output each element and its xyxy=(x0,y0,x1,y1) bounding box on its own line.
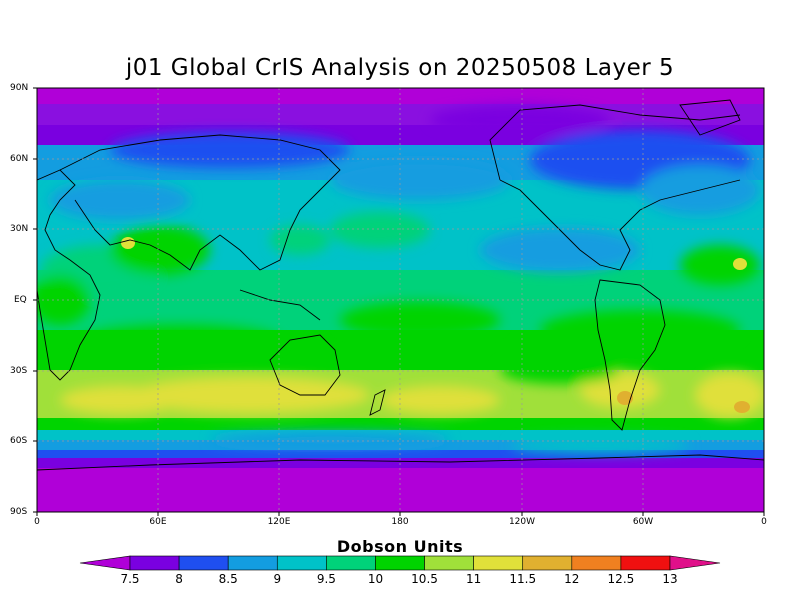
colorbar-tick-label: 10.5 xyxy=(411,572,438,586)
graticule xyxy=(37,88,764,512)
lon-label-0-east: 0 xyxy=(761,517,767,527)
colorbar-tick-label: 13 xyxy=(662,572,678,586)
lon-label-60w: 60W xyxy=(632,517,654,527)
colorbar-tick-label: 11 xyxy=(465,572,482,586)
lon-label-120e: 120E xyxy=(267,517,291,527)
colorbar-box xyxy=(424,555,474,571)
colorbar-box xyxy=(129,555,180,571)
colorbar xyxy=(79,555,721,571)
lat-label-90s: 90S xyxy=(10,507,28,517)
colorbar-tick-label: 10 xyxy=(367,572,384,586)
colorbar-box xyxy=(326,555,376,571)
lat-label-90n: 90N xyxy=(10,83,29,93)
lon-label-120w: 120W xyxy=(508,517,536,527)
map-title: j01 Global CrIS Analysis on 20250508 Lay… xyxy=(125,55,675,81)
colorbar-box xyxy=(375,555,425,571)
colorbar-box xyxy=(522,555,573,571)
lon-label-180: 180 xyxy=(391,517,409,527)
lat-label-30n: 30N xyxy=(10,224,29,234)
colorbar-box xyxy=(276,555,327,571)
lat-label-30s: 30S xyxy=(10,366,28,376)
colorbar-title: Dobson Units xyxy=(336,537,464,556)
lon-label-0-west: 0 xyxy=(34,517,40,527)
colorbar-tick-label: 8.5 xyxy=(218,572,238,586)
colorbar-tick-label: 9.5 xyxy=(316,572,336,586)
colorbar-tick-label: 12.5 xyxy=(607,572,635,586)
data-field xyxy=(37,88,764,512)
lon-label-60e: 60E xyxy=(149,517,167,527)
colorbar-box xyxy=(620,555,671,571)
lat-label-eq: EQ xyxy=(14,295,27,305)
colorbar-under-triangle xyxy=(79,555,131,571)
lat-label-60n: 60N xyxy=(10,154,29,164)
lat-label-60s: 60S xyxy=(10,436,28,446)
colorbar-box xyxy=(473,555,524,571)
colorbar-tick-label: 7.5 xyxy=(120,572,140,586)
colorbar-tick-label: 8 xyxy=(175,572,183,586)
colorbar-over-triangle xyxy=(669,555,721,571)
colorbar-box xyxy=(571,555,622,571)
colorbar-box xyxy=(227,555,278,571)
colorbar-tick-label: 11.5 xyxy=(509,572,537,586)
colorbar-tick-label: 9 xyxy=(273,572,282,586)
colorbar-tick-label: 12 xyxy=(564,572,580,586)
coastlines xyxy=(37,99,764,471)
axis-ticks xyxy=(33,87,765,516)
colorbar-box xyxy=(178,555,229,571)
